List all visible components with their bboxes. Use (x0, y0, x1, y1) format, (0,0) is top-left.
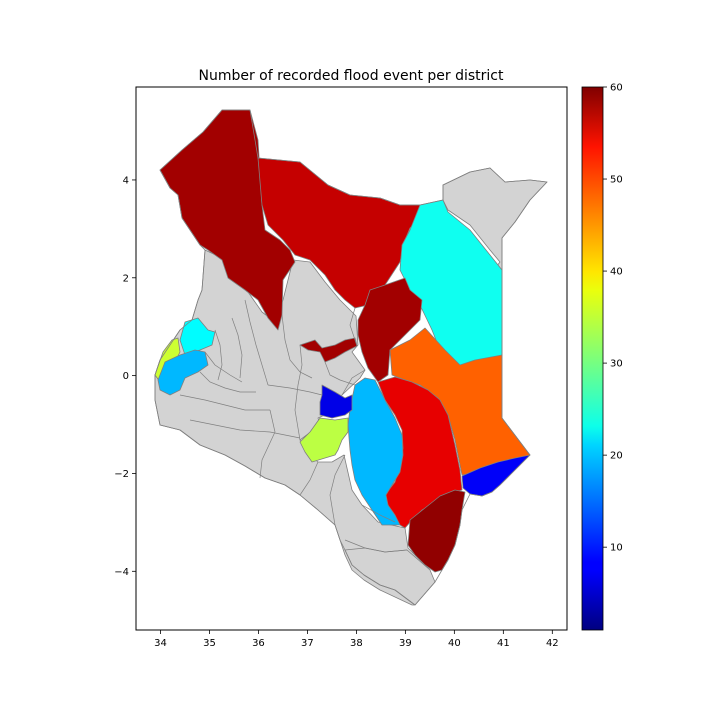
district-boundaries (179, 299, 408, 553)
x-tick-label: 39 (399, 638, 412, 649)
chart-title: Number of recorded flood event per distr… (198, 68, 504, 84)
colorbar-tick-label: 30 (610, 359, 623, 370)
x-tick-label: 41 (497, 638, 510, 649)
colorbar-tick-label: 60 (610, 83, 623, 94)
y-tick-label: 0 (123, 371, 129, 382)
map-axes: 34 35 36 37 38 39 40 41 42 −4 −2 0 2 4 (114, 86, 568, 649)
x-tick-label: 42 (546, 638, 559, 649)
colorbar: 10 20 30 40 50 60 (581, 83, 623, 631)
x-tick-label: 34 (154, 638, 167, 649)
y-tick-label: −4 (114, 567, 129, 578)
choropleth-layer (154, 109, 531, 573)
y-axis-ticks: −4 −2 0 2 4 (114, 175, 136, 578)
district-kitui (347, 377, 404, 526)
district-embu (319, 384, 353, 419)
y-tick-label: 2 (123, 273, 129, 284)
x-tick-label: 40 (448, 638, 461, 649)
colorbar-ticks: 10 20 30 40 50 60 (603, 83, 623, 554)
x-axis-ticks: 34 35 36 37 38 39 40 41 42 (154, 630, 559, 649)
x-tick-label: 37 (301, 638, 314, 649)
base-districts (154, 167, 548, 606)
colorbar-tick-label: 50 (610, 175, 623, 186)
x-tick-label: 36 (252, 638, 265, 649)
colorbar-tick-label: 40 (610, 267, 623, 278)
colorbar-gradient (581, 86, 604, 631)
district-machakos (299, 417, 349, 463)
y-tick-label: −2 (114, 469, 129, 480)
district-kakamega (157, 349, 209, 396)
district-isiolo (357, 277, 423, 383)
country-outline (154, 109, 548, 606)
colorbar-tick-label: 20 (610, 451, 623, 462)
colorbar-tick-label: 10 (610, 543, 623, 554)
x-tick-label: 35 (203, 638, 216, 649)
plot-frame (135, 86, 568, 631)
x-tick-label: 38 (350, 638, 363, 649)
y-tick-label: 4 (123, 175, 129, 186)
